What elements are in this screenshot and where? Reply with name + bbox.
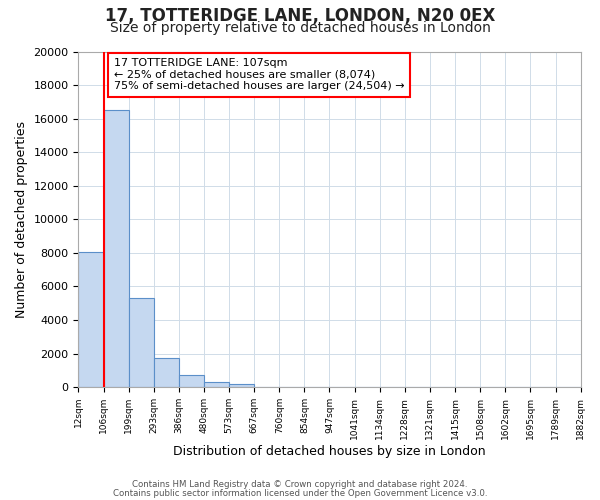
Bar — [229, 384, 254, 387]
Text: Contains public sector information licensed under the Open Government Licence v3: Contains public sector information licen… — [113, 489, 487, 498]
Bar — [104, 110, 128, 387]
Y-axis label: Number of detached properties: Number of detached properties — [15, 121, 28, 318]
Text: 17, TOTTERIDGE LANE, LONDON, N20 0EX: 17, TOTTERIDGE LANE, LONDON, N20 0EX — [105, 8, 495, 26]
X-axis label: Distribution of detached houses by size in London: Distribution of detached houses by size … — [173, 444, 486, 458]
Bar — [128, 298, 154, 387]
Bar — [204, 382, 229, 387]
Bar — [154, 358, 179, 387]
Text: Contains HM Land Registry data © Crown copyright and database right 2024.: Contains HM Land Registry data © Crown c… — [132, 480, 468, 489]
Bar — [179, 374, 204, 387]
Text: Size of property relative to detached houses in London: Size of property relative to detached ho… — [110, 21, 490, 35]
Bar — [79, 252, 104, 387]
Text: 17 TOTTERIDGE LANE: 107sqm
← 25% of detached houses are smaller (8,074)
75% of s: 17 TOTTERIDGE LANE: 107sqm ← 25% of deta… — [113, 58, 404, 92]
